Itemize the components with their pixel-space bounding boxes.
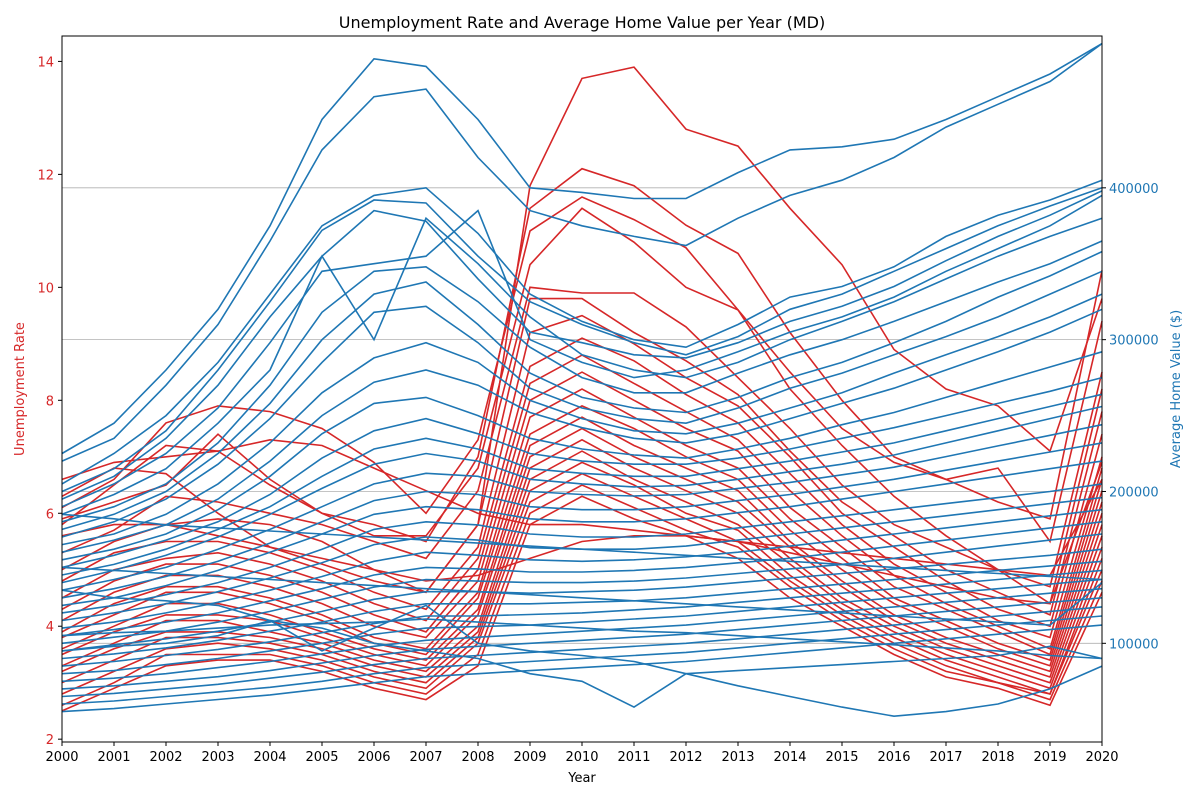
x-tick-label-2002: 2002 bbox=[149, 750, 182, 765]
home-value-series-group bbox=[61, 42, 1103, 718]
y-left-tick-label-12: 12 bbox=[37, 168, 54, 183]
y-axis-right-label: Average Home Value ($) bbox=[1169, 310, 1184, 468]
x-tick-label-2013: 2013 bbox=[721, 750, 754, 765]
home-value-line-9 bbox=[61, 250, 1103, 531]
home-value-line-28 bbox=[61, 578, 1103, 675]
y-axis-left: 2 4 6 8 10 12 14 bbox=[37, 55, 62, 748]
y-left-tick-label-10: 10 bbox=[37, 281, 54, 296]
home-value-line-7 bbox=[61, 216, 1103, 516]
home-value-line-30 bbox=[61, 597, 1103, 690]
x-tick-label-2011: 2011 bbox=[617, 750, 650, 765]
home-value-line-2 bbox=[61, 42, 1103, 462]
y-left-tick-label-2: 2 bbox=[46, 733, 54, 748]
home-value-line-32 bbox=[61, 615, 1103, 705]
unemployment-line-5 bbox=[61, 286, 1103, 605]
home-value-line-34 bbox=[61, 618, 1103, 660]
unemployment-line-10 bbox=[61, 371, 1103, 656]
x-tick-label-2008: 2008 bbox=[461, 750, 494, 765]
home-value-line-6 bbox=[61, 194, 1103, 508]
home-value-line-31 bbox=[61, 606, 1103, 698]
home-value-line-17 bbox=[61, 423, 1103, 591]
x-tick-label-2003: 2003 bbox=[201, 750, 234, 765]
home-value-line-8 bbox=[61, 240, 1103, 523]
home-value-line-33 bbox=[61, 624, 1103, 713]
home-value-line-24 bbox=[61, 533, 1103, 645]
y-right-tick-label-400000: 400000 bbox=[1109, 182, 1159, 197]
unemployment-line-20 bbox=[61, 495, 1103, 712]
home-value-line-23 bbox=[61, 521, 1103, 637]
y-left-tick-label-4: 4 bbox=[46, 620, 54, 635]
x-tick-label-2015: 2015 bbox=[825, 750, 858, 765]
home-value-line-11 bbox=[61, 293, 1103, 546]
home-value-line-19 bbox=[61, 460, 1103, 607]
home-value-line-38 bbox=[61, 513, 1103, 581]
y-left-tick-label-6: 6 bbox=[46, 507, 54, 522]
home-value-line-10 bbox=[61, 270, 1103, 538]
home-value-line-5 bbox=[61, 190, 1103, 500]
x-tick-label-2004: 2004 bbox=[253, 750, 286, 765]
home-value-line-15 bbox=[61, 393, 1103, 576]
x-tick-label-2009: 2009 bbox=[513, 750, 546, 765]
x-tick-label-2014: 2014 bbox=[773, 750, 806, 765]
unemployment-line-13 bbox=[61, 416, 1103, 673]
unemployment-line-3 bbox=[61, 167, 1103, 543]
home-value-line-35 bbox=[61, 589, 1103, 718]
home-value-line-27 bbox=[61, 569, 1103, 667]
home-value-line-4 bbox=[61, 187, 1103, 493]
home-value-line-12 bbox=[61, 308, 1103, 553]
y-left-tick-label-8: 8 bbox=[46, 394, 54, 409]
unemployment-line-6 bbox=[61, 297, 1103, 617]
unemployment-line-22 bbox=[61, 479, 1103, 582]
y-right-tick-label-100000: 100000 bbox=[1109, 637, 1159, 652]
chart-title: Unemployment Rate and Average Home Value… bbox=[339, 13, 825, 32]
unemployment-line-21 bbox=[61, 438, 1103, 605]
home-value-line-1 bbox=[61, 42, 1103, 455]
x-tick-label-2001: 2001 bbox=[97, 750, 130, 765]
x-tick-label-2012: 2012 bbox=[669, 750, 702, 765]
home-value-line-26 bbox=[61, 560, 1103, 660]
home-value-line-25 bbox=[61, 548, 1103, 652]
y-axis-left-label: Unemployment Rate bbox=[13, 322, 28, 456]
x-tick-label-2017: 2017 bbox=[929, 750, 962, 765]
home-value-line-13 bbox=[61, 351, 1103, 561]
x-tick-label-2007: 2007 bbox=[409, 750, 442, 765]
unemployment-line-15 bbox=[61, 438, 1103, 684]
x-axis: 2000 2001 2002 2003 2004 2005 2006 2007 2008 2009… bbox=[45, 742, 1119, 765]
home-value-line-29 bbox=[61, 587, 1103, 683]
y-axis-right: 100000 200000 300000 400000 bbox=[1102, 182, 1159, 652]
x-tick-label-2018: 2018 bbox=[981, 750, 1014, 765]
x-tick-label-2010: 2010 bbox=[565, 750, 598, 765]
x-tick-label-2005: 2005 bbox=[305, 750, 338, 765]
home-value-line-14 bbox=[61, 376, 1103, 569]
home-value-line-18 bbox=[61, 442, 1103, 599]
home-value-line-22 bbox=[61, 508, 1103, 629]
y-right-tick-label-200000: 200000 bbox=[1109, 485, 1159, 500]
unemployment-line-19 bbox=[61, 484, 1103, 707]
x-axis-label: Year bbox=[567, 771, 596, 786]
x-tick-label-2019: 2019 bbox=[1033, 750, 1066, 765]
y-left-tick-label-14: 14 bbox=[37, 55, 54, 70]
x-tick-label-2000: 2000 bbox=[45, 750, 78, 765]
home-value-line-3 bbox=[61, 179, 1103, 485]
home-value-line-36 bbox=[61, 619, 1103, 709]
home-value-line-37 bbox=[61, 566, 1103, 626]
x-tick-label-2020: 2020 bbox=[1085, 750, 1118, 765]
unemployment-line-17 bbox=[61, 461, 1103, 695]
y-right-tick-label-300000: 300000 bbox=[1109, 334, 1159, 349]
x-tick-label-2016: 2016 bbox=[877, 750, 910, 765]
x-tick-label-2006: 2006 bbox=[357, 750, 390, 765]
